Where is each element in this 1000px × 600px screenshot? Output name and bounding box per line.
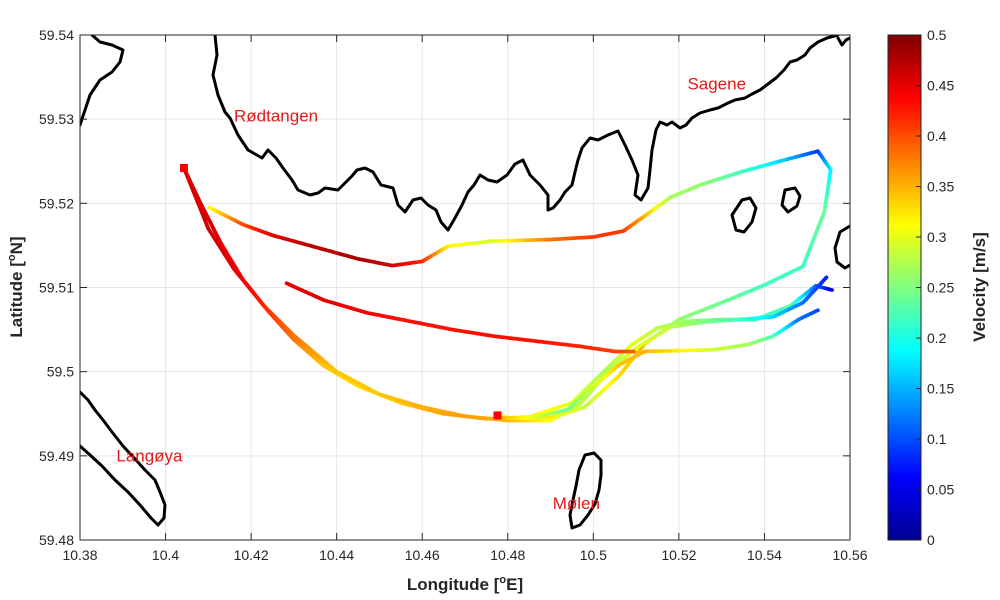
track-point	[632, 349, 636, 354]
release-markers	[179, 163, 502, 420]
track-4	[284, 281, 636, 354]
coastline-langoya	[80, 390, 167, 527]
x-tick-label: 10.42	[234, 547, 269, 563]
x-tick-label: 10.46	[405, 547, 440, 563]
y-axis-label: Latitude [oN]	[6, 236, 26, 337]
colorbar-tick-label: 0.35	[927, 179, 954, 195]
x-axis-label: Longitude [oE]	[407, 574, 523, 594]
x-tick-label: 10.4	[152, 547, 179, 563]
coastline-rodtangen-sagene	[211, 35, 840, 232]
coastline-north-east-islet	[836, 36, 850, 47]
track-point	[830, 288, 834, 292]
x-tick-label: 10.44	[319, 547, 354, 563]
coastline-northwest	[80, 35, 125, 127]
y-tick-label: 59.48	[39, 532, 74, 548]
y-tick-label: 59.53	[39, 111, 74, 127]
drifter-tracks	[182, 149, 834, 423]
place-label: Langøya	[116, 447, 183, 466]
colorbar-tick-label: 0.45	[927, 78, 954, 94]
colorbar-ticks: 0 0.05 0.1 0.15 0.2 0.25 0.3 0.35 0.4 0.45 0.5	[916, 27, 954, 548]
colorbar-tick-label: 0.2	[927, 330, 947, 346]
place-label: Rødtangen	[234, 107, 318, 126]
x-tick-label: 10.38	[62, 547, 97, 563]
x-tick-label: 10.56	[832, 547, 867, 563]
y-tick-label: 59.49	[39, 448, 74, 464]
colorbar-tick-label: 0.4	[927, 128, 947, 144]
colorbar-label: Velocity [m/s]	[970, 232, 989, 342]
coastline-islet-east-2	[730, 196, 758, 234]
y-axis-ticks: 59.48 59.49 59.5 59.51 59.52 59.53 59.54	[39, 27, 850, 548]
colorbar-tick-label: 0.15	[927, 381, 954, 397]
y-tick-label: 59.54	[39, 27, 74, 43]
x-tick-label: 10.52	[661, 547, 696, 563]
colorbar-tick-label: 0.5	[927, 27, 947, 43]
release-marker	[493, 411, 502, 420]
coastline-molen	[568, 451, 603, 530]
x-tick-label: 10.54	[747, 547, 782, 563]
track-point	[816, 308, 820, 313]
colorbar-tick-label: 0	[927, 532, 935, 548]
colorbar	[887, 34, 922, 541]
place-labels: Rødtangen Sagene Langøya Mølen	[116, 75, 746, 513]
track-point	[824, 275, 829, 280]
x-axis-ticks: 10.38 10.4 10.42 10.44 10.46 10.48 10.5 10.52 10…	[62, 35, 868, 563]
place-label: Mølen	[553, 494, 600, 513]
colorbar-tick-label: 0.1	[927, 431, 947, 447]
track-5	[497, 308, 820, 420]
y-tick-label: 59.52	[39, 195, 74, 211]
colorbar-tick-label: 0.25	[927, 280, 954, 296]
coastline-islet-east	[780, 186, 802, 214]
y-tick-label: 59.51	[39, 280, 74, 296]
coastlines	[80, 35, 850, 530]
x-tick-label: 10.48	[490, 547, 525, 563]
y-tick-label: 59.5	[47, 364, 74, 380]
x-tick-label: 10.5	[580, 547, 607, 563]
colorbar-tick-label: 0.05	[927, 482, 954, 498]
colorbar-tick-label: 0.3	[927, 229, 947, 245]
release-marker	[179, 163, 188, 172]
place-label: Sagene	[687, 75, 746, 94]
coastline-east-edge	[833, 224, 850, 270]
